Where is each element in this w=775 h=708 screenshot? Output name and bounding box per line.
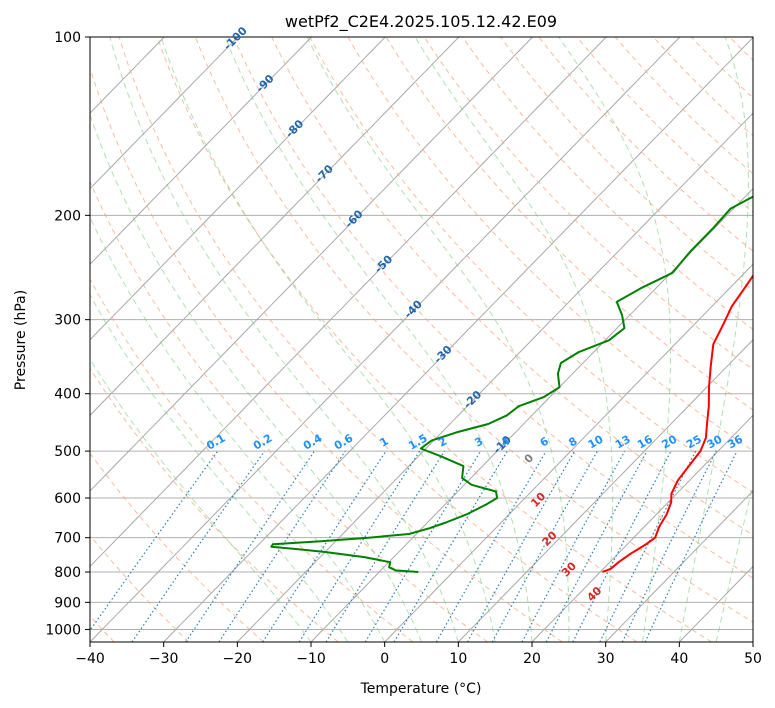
mixing-ratio-line <box>491 450 598 642</box>
mixing-ratio-line <box>90 450 219 632</box>
isotherm-line <box>457 339 753 642</box>
dry-adiabat-line <box>90 278 414 642</box>
moist-adiabat-line <box>90 215 386 642</box>
mixing-ratio-line <box>364 450 482 642</box>
plot-frame <box>89 36 754 643</box>
plot-background <box>90 37 753 642</box>
moist-adiabat-line <box>90 113 422 642</box>
moist-adiabat-line <box>678 37 749 642</box>
mixing-ratio-line <box>131 450 265 642</box>
moist-adiabat-line <box>414 37 614 642</box>
x-tick-label: 20 <box>523 651 541 667</box>
mixing-ratio-line <box>218 450 346 642</box>
x-tick-label: −40 <box>75 651 105 667</box>
profile-line-0 <box>602 274 753 573</box>
dry-adiabat-line <box>423 37 753 371</box>
moist-adiabat-line <box>715 483 753 642</box>
x-tick-label: −20 <box>223 651 253 667</box>
dry-adiabat-line <box>768 37 775 642</box>
isotherm-line <box>605 490 753 642</box>
isotherm-line <box>163 37 753 642</box>
x-tick-label: 50 <box>744 651 762 667</box>
y-tick-label: 700 <box>54 531 81 547</box>
y-tick-label: 400 <box>54 387 81 403</box>
isotherm-line <box>90 37 460 417</box>
mixing-ratio-line <box>521 450 626 642</box>
dry-adiabat-line <box>156 37 712 642</box>
dry-adiabat-line <box>118 37 638 642</box>
x-tick-label: 40 <box>670 651 688 667</box>
y-tick-label: 800 <box>54 565 81 581</box>
isotherm-line <box>236 112 753 642</box>
y-tick-label: 900 <box>54 595 81 611</box>
mixing-ratio-line <box>185 450 315 642</box>
dry-adiabat-line <box>194 37 753 623</box>
chart-title: wetPf2_C2E4.2025.105.12.42.E09 <box>285 12 557 32</box>
dry-adiabat-line <box>271 37 753 536</box>
series-group <box>270 195 753 573</box>
moist-adiabat-line <box>90 358 312 642</box>
mixing-ratio-line <box>262 450 387 642</box>
mixing-ratio-line <box>621 450 717 642</box>
moist-adiabat-line <box>160 37 496 642</box>
mixing-ratio-line <box>599 450 697 642</box>
y-tick-label: 300 <box>54 313 81 329</box>
x-tick-label: 30 <box>597 651 615 667</box>
mixing-ratio-line <box>325 450 446 642</box>
isotherm-line <box>90 37 607 568</box>
background-grid <box>90 37 775 642</box>
isotherm-line <box>90 37 239 190</box>
isotherm-line <box>384 263 753 642</box>
y-tick-label: 1000 <box>45 622 81 638</box>
isotherm-line <box>752 641 753 642</box>
x-axis-label: Temperature (°C) <box>360 681 482 697</box>
x-tick-label: 10 <box>449 651 467 667</box>
isotherm-line <box>531 414 753 642</box>
x-tick-label: −30 <box>149 651 179 667</box>
dry-adiabat-line <box>90 534 190 642</box>
moist-adiabat-line <box>558 37 672 642</box>
y-tick-label: 100 <box>54 30 81 46</box>
dry-adiabat-line <box>233 37 753 579</box>
dry-adiabat-line <box>385 37 753 411</box>
isotherm-line <box>90 37 312 265</box>
dry-adiabat-line <box>90 180 488 642</box>
dry-adiabat-line <box>309 37 753 494</box>
mixing-ratio-line <box>298 450 421 642</box>
mixing-ratio-line <box>466 450 576 642</box>
y-axis-label: Pressure (hPa) <box>13 290 29 390</box>
y-tick-label: 600 <box>54 491 81 507</box>
y-tick-label: 500 <box>54 444 81 460</box>
isotherm-line <box>90 37 681 642</box>
moist-adiabat-line <box>306 37 570 642</box>
moist-adiabat-line <box>224 37 533 642</box>
x-tick-label: 0 <box>380 651 389 667</box>
isotherm-line <box>90 37 533 492</box>
profile-line-1 <box>270 195 753 573</box>
moist-adiabat-line <box>90 293 349 642</box>
dry-adiabat-line <box>347 37 753 452</box>
y-tick-label: 200 <box>54 208 81 224</box>
x-tick-label: −10 <box>296 651 326 667</box>
moist-adiabat-line <box>109 37 459 642</box>
